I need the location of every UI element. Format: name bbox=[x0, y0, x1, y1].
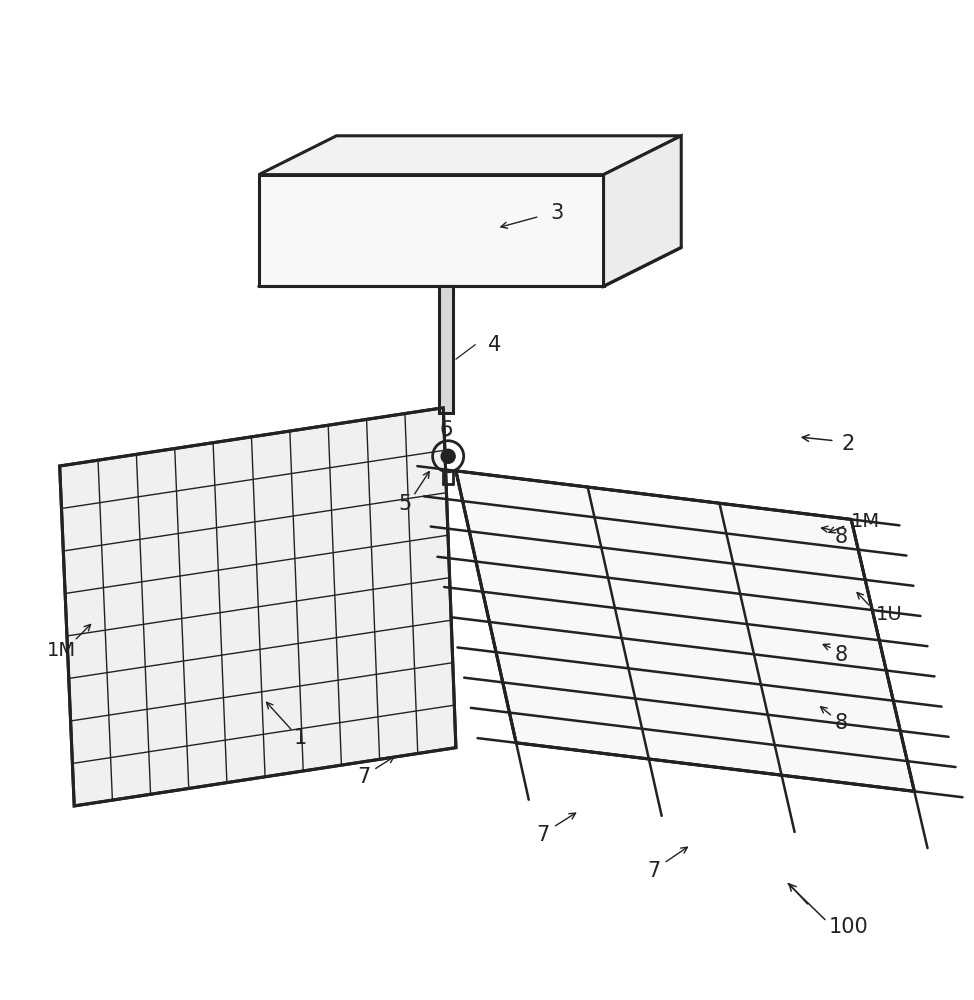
Text: 8: 8 bbox=[835, 527, 847, 547]
Circle shape bbox=[441, 449, 455, 463]
Polygon shape bbox=[59, 408, 456, 806]
Text: 1M: 1M bbox=[851, 512, 880, 531]
Text: 3: 3 bbox=[550, 203, 564, 223]
Text: 1M: 1M bbox=[47, 641, 76, 660]
Polygon shape bbox=[604, 136, 681, 286]
Text: 8: 8 bbox=[835, 713, 847, 733]
Text: 7: 7 bbox=[648, 861, 660, 881]
Polygon shape bbox=[439, 286, 453, 413]
Polygon shape bbox=[259, 175, 604, 286]
Polygon shape bbox=[259, 136, 681, 175]
Text: 6: 6 bbox=[439, 420, 453, 440]
Text: 7: 7 bbox=[537, 825, 550, 845]
Text: 100: 100 bbox=[829, 917, 868, 937]
Text: 1U: 1U bbox=[876, 605, 902, 624]
Text: 4: 4 bbox=[488, 335, 502, 355]
Text: 8: 8 bbox=[835, 645, 847, 665]
Text: 5: 5 bbox=[398, 494, 412, 514]
Text: 2: 2 bbox=[842, 434, 855, 454]
Polygon shape bbox=[456, 471, 915, 791]
Text: 7: 7 bbox=[357, 767, 370, 787]
Text: 1: 1 bbox=[294, 728, 307, 748]
